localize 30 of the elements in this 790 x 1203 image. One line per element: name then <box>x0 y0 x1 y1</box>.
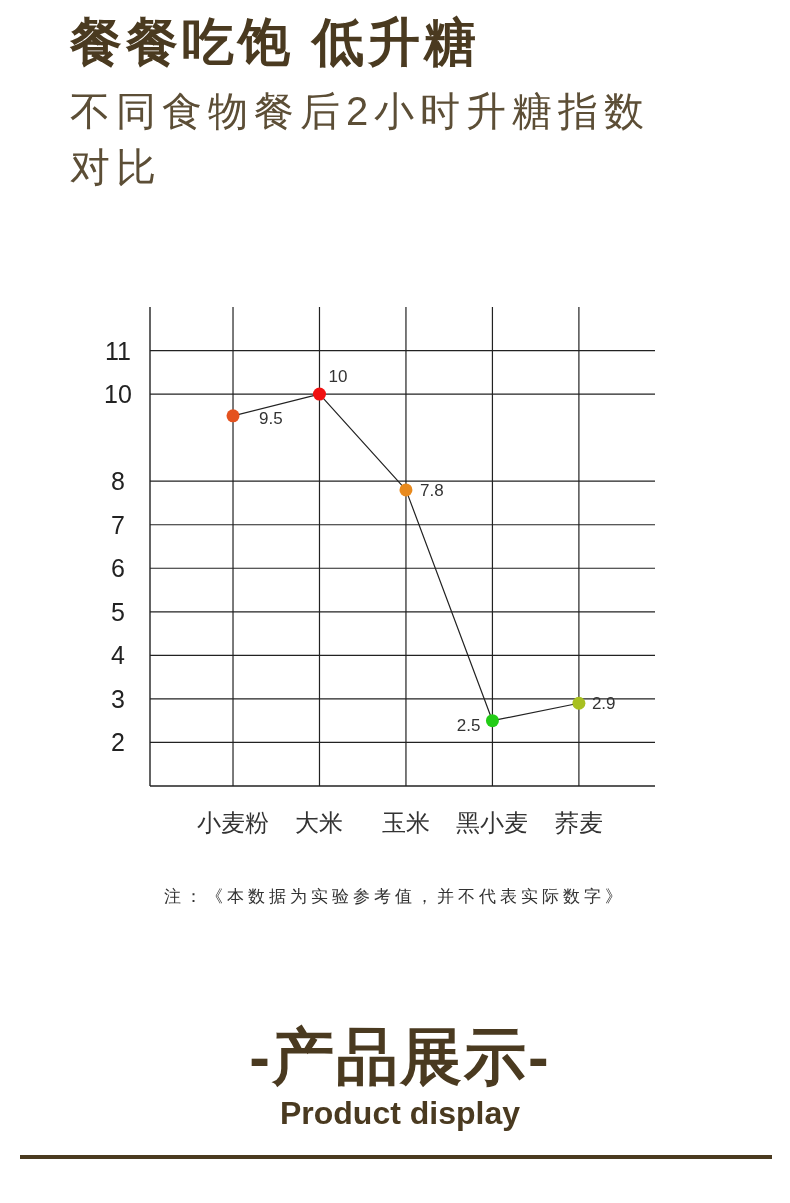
x-tick-label: 大米 <box>295 809 344 836</box>
point <box>485 714 499 728</box>
data-label: 10 <box>328 367 348 387</box>
y-tick-label: 3 <box>111 684 125 713</box>
x-tick-label: 玉米 <box>381 809 430 836</box>
y-tick-label: 6 <box>111 554 125 583</box>
y-tick-label: 10 <box>104 380 132 409</box>
chart-title: 餐餐吃饱 低升糖 <box>69 13 481 71</box>
x-tick-label: 小麦粉 <box>197 809 270 836</box>
point <box>312 387 326 401</box>
data-label: 9.5 <box>259 408 283 428</box>
data-label: 2.5 <box>456 715 481 735</box>
x-tick-label: 黑小麦 <box>456 809 529 836</box>
point <box>226 409 240 423</box>
text: Product display <box>279 1095 521 1131</box>
y-tick-label: 11 <box>105 336 131 365</box>
x-tick-label: 荞麦 <box>554 809 603 836</box>
text: 注：《本数据为实验参考值，并不代表实际数字》 <box>164 887 626 906</box>
point <box>572 696 586 710</box>
point <box>399 483 413 497</box>
chart-subtitle: 不同食物餐后2小时升糖指数对比 <box>70 89 651 189</box>
y-tick-label: 2 <box>111 728 125 757</box>
y-tick-label: 5 <box>111 597 125 626</box>
data-label: 7.8 <box>419 480 444 500</box>
plot: 2 3 4 5 6 7 8 10 11 小麦粉 大米 玉米 黑小麦 荞麦 9.5 10 7.8 2.5 2.9 <box>104 306 656 836</box>
y-tick-label: 8 <box>111 467 125 496</box>
data-label: 2.9 <box>591 694 616 714</box>
y-tick-label: 4 <box>111 641 126 670</box>
y-tick-label: 7 <box>111 510 125 539</box>
text: -产品展示- <box>249 1022 551 1091</box>
